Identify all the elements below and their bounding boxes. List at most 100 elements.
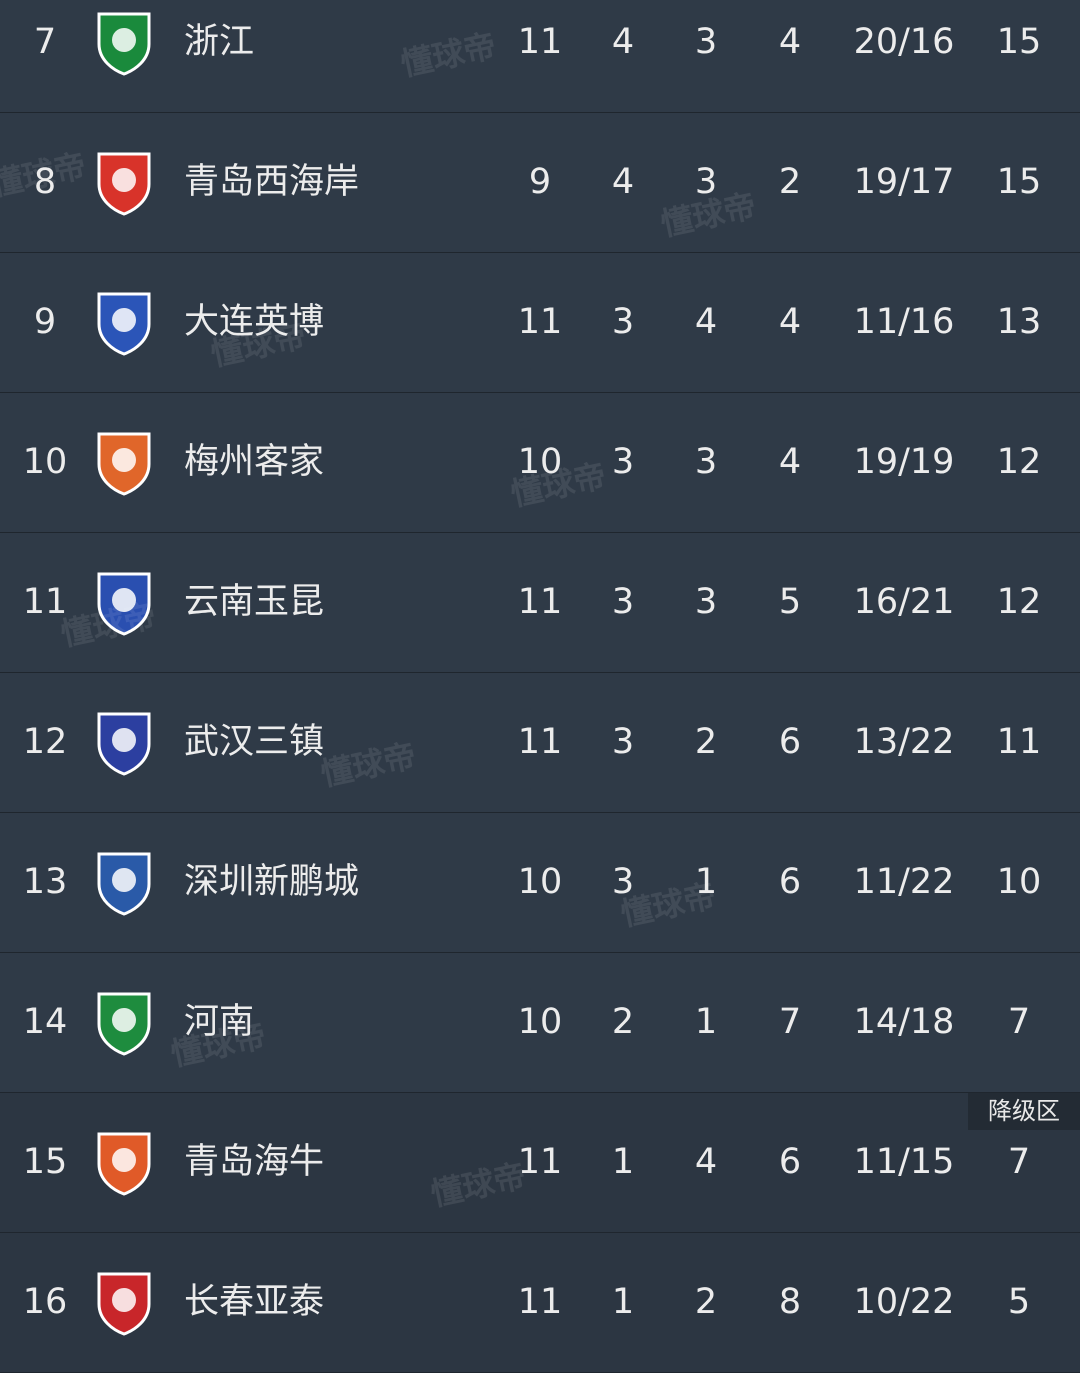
rank: 13 (22, 862, 68, 902)
points: 11 (996, 722, 1042, 762)
goals: 11/15 (853, 1142, 955, 1182)
won: 3 (611, 582, 635, 622)
points: 13 (996, 302, 1042, 342)
points: 7 (1007, 1142, 1031, 1182)
table-row: 8 青岛西海岸 9 4 3 2 19/17 15 (0, 113, 1080, 253)
rank: 8 (33, 162, 57, 202)
team-logo (97, 152, 151, 216)
team-name: 河南 (184, 1002, 255, 1042)
rank: 16 (22, 1282, 68, 1322)
lost: 4 (778, 22, 802, 62)
drawn: 1 (694, 1002, 718, 1042)
won: 4 (611, 162, 635, 202)
won: 3 (611, 722, 635, 762)
team-logo (97, 432, 151, 496)
team-name: 梅州客家 (184, 442, 325, 482)
won: 3 (611, 302, 635, 342)
drawn: 3 (694, 442, 718, 482)
lost: 6 (778, 722, 802, 762)
points: 12 (996, 442, 1042, 482)
table-row: 9 大连英博 11 3 4 4 11/16 13 (0, 253, 1080, 393)
team-name: 青岛西海岸 (184, 162, 360, 202)
drawn: 4 (694, 1142, 718, 1182)
lost: 8 (778, 1282, 802, 1322)
drawn: 3 (694, 22, 718, 62)
goals: 10/22 (853, 1282, 955, 1322)
team-name: 云南玉昆 (184, 582, 325, 622)
won: 4 (611, 22, 635, 62)
rank: 11 (22, 582, 68, 622)
team-name: 武汉三镇 (184, 722, 325, 762)
drawn: 2 (694, 1282, 718, 1322)
goals: 19/19 (853, 442, 955, 482)
drawn: 4 (694, 302, 718, 342)
played: 9 (528, 162, 552, 202)
played: 10 (517, 1002, 563, 1042)
played: 11 (517, 722, 563, 762)
team-logo (97, 1132, 151, 1196)
goals: 11/16 (853, 302, 955, 342)
team-name: 深圳新鹏城 (184, 862, 360, 902)
lost: 5 (778, 582, 802, 622)
rank: 15 (22, 1142, 68, 1182)
team-logo (97, 992, 151, 1056)
team-name: 大连英博 (184, 302, 325, 342)
team-name: 长春亚泰 (184, 1282, 325, 1322)
points: 10 (996, 862, 1042, 902)
goals: 16/21 (853, 582, 955, 622)
table-row: 10 梅州客家 10 3 3 4 19/19 12 (0, 393, 1080, 533)
team-logo (97, 852, 151, 916)
team-logo (97, 712, 151, 776)
rank: 10 (22, 442, 68, 482)
played: 11 (517, 1282, 563, 1322)
drawn: 3 (694, 162, 718, 202)
table-row: 16 长春亚泰 11 1 2 8 10/22 5 (0, 1233, 1080, 1373)
won: 3 (611, 862, 635, 902)
table-row: 11 云南玉昆 11 3 3 5 16/21 12 (0, 533, 1080, 673)
played: 11 (517, 1142, 563, 1182)
points: 12 (996, 582, 1042, 622)
lost: 7 (778, 1002, 802, 1042)
team-logo (97, 292, 151, 356)
drawn: 2 (694, 722, 718, 762)
drawn: 3 (694, 582, 718, 622)
won: 1 (611, 1142, 635, 1182)
goals: 13/22 (853, 722, 955, 762)
table-row: 15 青岛海牛 11 1 4 6 11/15 7 (0, 1093, 1080, 1233)
goals: 14/18 (853, 1002, 955, 1042)
team-name: 浙江 (184, 22, 255, 62)
points: 15 (996, 22, 1042, 62)
goals: 20/16 (853, 22, 955, 62)
table-row: 7 浙江 11 4 3 4 20/16 15 (0, 0, 1080, 113)
lost: 6 (778, 1142, 802, 1182)
rank: 9 (33, 302, 57, 342)
table-row: 12 武汉三镇 11 3 2 6 13/22 11 (0, 673, 1080, 813)
goals: 11/22 (853, 862, 955, 902)
points: 15 (996, 162, 1042, 202)
team-logo (97, 1272, 151, 1336)
table-row: 14 河南 10 2 1 7 14/18 7 (0, 953, 1080, 1093)
lost: 6 (778, 862, 802, 902)
played: 11 (517, 302, 563, 342)
rank: 12 (22, 722, 68, 762)
played: 10 (517, 442, 563, 482)
played: 11 (517, 582, 563, 622)
won: 1 (611, 1282, 635, 1322)
won: 2 (611, 1002, 635, 1042)
rank: 7 (33, 22, 57, 62)
rank: 14 (22, 1002, 68, 1042)
points: 5 (1007, 1282, 1031, 1322)
drawn: 1 (694, 862, 718, 902)
team-logo (97, 572, 151, 636)
team-logo (97, 12, 151, 76)
team-name: 青岛海牛 (184, 1142, 325, 1182)
relegation-label: 降级区 (968, 1093, 1080, 1130)
won: 3 (611, 442, 635, 482)
played: 11 (517, 22, 563, 62)
lost: 4 (778, 442, 802, 482)
lost: 2 (778, 162, 802, 202)
lost: 4 (778, 302, 802, 342)
points: 7 (1007, 1002, 1031, 1042)
table-row: 13 深圳新鹏城 10 3 1 6 11/22 10 (0, 813, 1080, 953)
